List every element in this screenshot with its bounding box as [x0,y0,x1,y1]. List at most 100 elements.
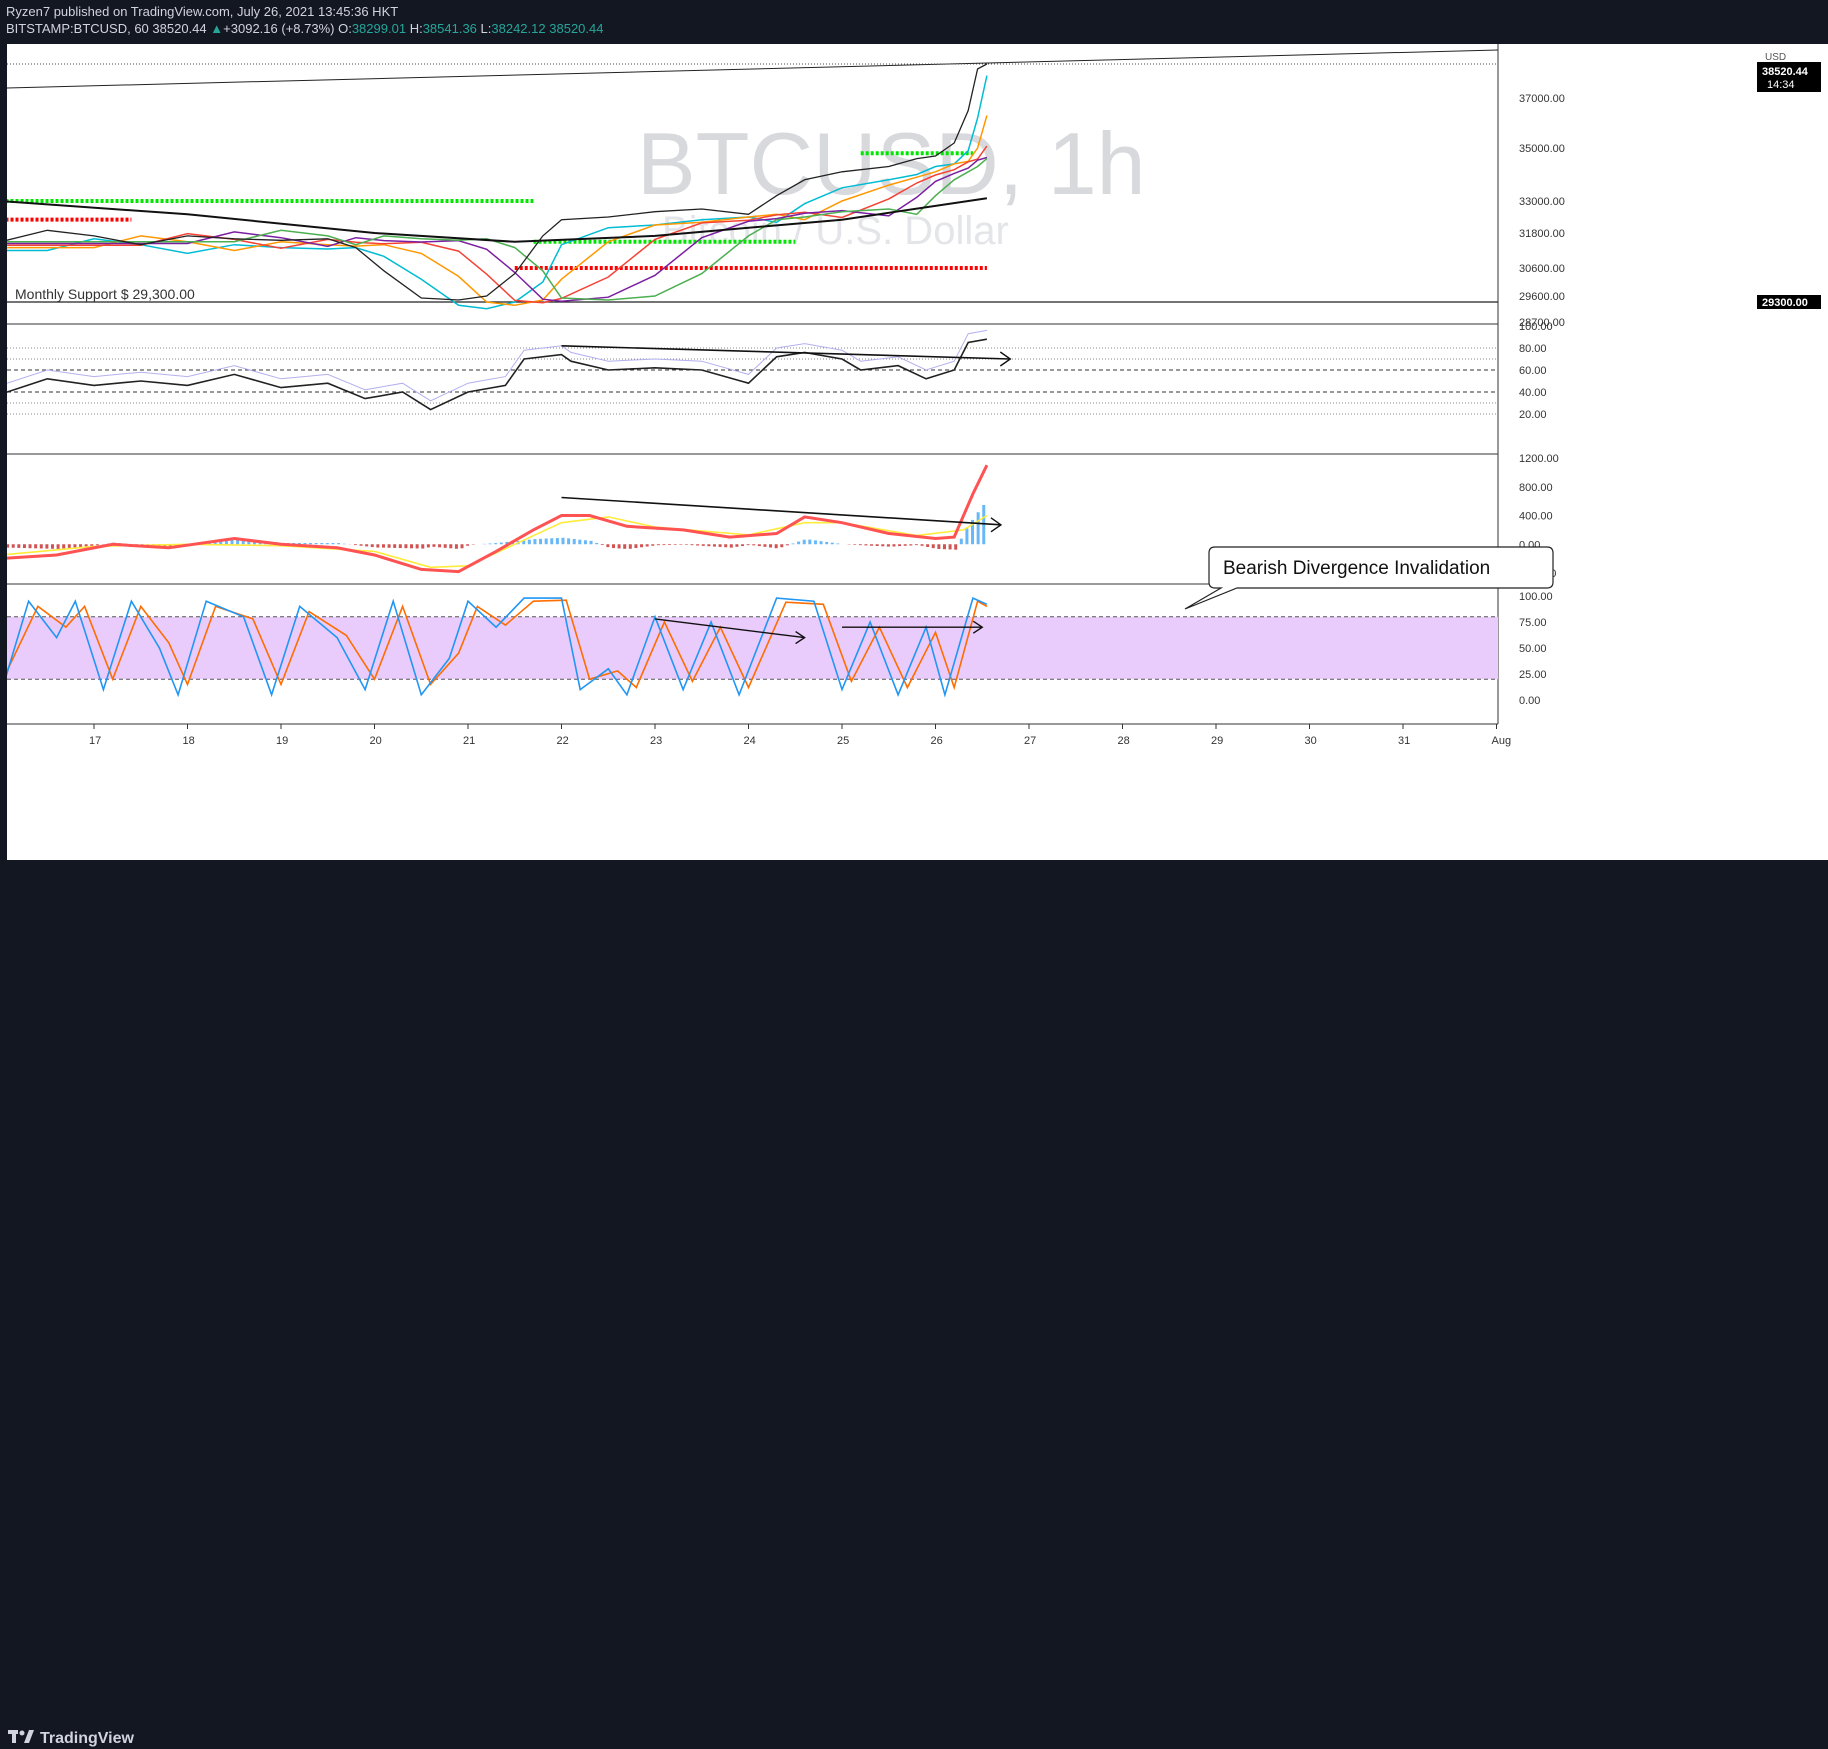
macd-histogram-bar [578,540,581,545]
symbol-label[interactable]: BITSTAMP:BTCUSD, 60 [6,21,149,36]
macd-histogram-bar [399,544,402,548]
macd-histogram-bar [432,544,435,547]
macd-histogram-bar [545,539,548,545]
y-tick-label: 0.00 [1519,695,1540,707]
macd-histogram-bar [618,544,621,548]
macd-histogram-bar [982,505,985,544]
macd-histogram-bar [724,544,727,547]
macd-histogram-bar [466,544,469,545]
macd-histogram-bar [713,544,716,546]
macd-histogram-bar [85,544,88,546]
rsi-secondary-line [7,330,987,400]
open-value: 38299.01 [352,21,406,36]
x-tick-label: 21 [463,735,475,747]
macd-histogram-bar [567,538,570,544]
macd-histogram-bar [719,544,722,547]
bar-countdown-label: 14:34 [1767,79,1795,91]
macd-histogram-bar [814,540,817,544]
x-tick-label: 30 [1305,735,1317,747]
macd-histogram-bar [932,544,935,548]
y-tick-label: 20.00 [1519,409,1547,421]
tradingview-brand[interactable]: TradingView [8,1728,134,1749]
y-tick-label: 29600.00 [1519,291,1565,303]
y-tick-label: 80.00 [1519,343,1547,355]
x-tick-label: 22 [557,735,569,747]
y-tick-label: 75.00 [1519,617,1547,629]
macd-histogram-bar [786,544,789,545]
x-tick-label: 20 [370,735,382,747]
macd-histogram-bar [416,544,419,548]
macd-histogram-bar [892,544,895,546]
support-price-tag: 29300.00 [1757,295,1821,309]
macd-histogram-bar [34,544,37,548]
last-price: 38520.44 [152,21,206,36]
x-tick-label: 19 [276,735,288,747]
x-tick-label: 29 [1211,735,1223,747]
macd-histogram-bar [965,528,968,544]
macd-histogram-bar [528,540,531,545]
x-tick-label: 18 [183,735,195,747]
y-tick-label: 33000.00 [1519,196,1565,208]
macd-histogram-bar [949,544,952,549]
x-tick-label: 28 [1118,735,1130,747]
y-tick-label: 31800.00 [1519,228,1565,240]
macd-histogram-bar [562,538,565,544]
macd-histogram-bar [337,543,340,544]
macd-histogram-bar [747,544,750,545]
chart-area[interactable]: BTCUSD, 1h Bitcoin / U.S. Dollar 37000.0… [7,44,1828,860]
macd-histogram-bar [954,544,957,549]
macd-histogram-bar [393,544,396,548]
macd-histogram-bar [590,541,593,544]
macd-histogram-bar [943,544,946,549]
high-value: 38541.36 [423,21,477,36]
author-name[interactable]: Ryzen7 [6,4,50,19]
macd-histogram-bar [730,544,733,547]
macd-histogram-bar [45,544,48,548]
long-trendline [7,50,1498,88]
macd-histogram-bar [410,544,413,548]
macd-histogram-bar [679,544,682,545]
support-price-label: 29300.00 [1762,297,1808,309]
macd-histogram-bar [73,544,76,547]
close-value: 38520.44 [549,21,603,36]
macd-histogram-bar [404,544,407,548]
macd-histogram-bar [831,543,834,545]
macd-histogram-bar [51,544,54,549]
last-price-tag: 38520.44 14:34 [1757,62,1821,92]
macd-histogram-bar [573,539,576,544]
macd-histogram-bar [444,544,447,548]
usd-label: USD [1765,52,1786,63]
x-tick-label: 27 [1024,735,1036,747]
macd-histogram-bar [977,512,980,544]
macd-histogram-bar [79,544,82,547]
macd-histogram-bar [29,544,32,548]
macd-histogram-bar [489,543,492,544]
macd-histogram-bar [606,544,609,547]
macd-histogram-bar [331,543,334,544]
y-tick-label: 60.00 [1519,365,1547,377]
macd-histogram-bar [662,544,665,545]
macd-histogram-bar [382,544,385,547]
y-tick-label: 25.00 [1519,669,1547,681]
chart-svg[interactable]: BTCUSD, 1h Bitcoin / U.S. Dollar 37000.0… [7,44,1828,860]
macd-histogram-bar [820,541,823,544]
y-tick-label: 100.00 [1519,321,1553,333]
macd-histogram-bar [584,540,587,544]
high-label: H: [410,21,423,36]
macd-histogram-bar [674,544,677,545]
macd-histogram-bar [17,544,20,548]
low-label: L: [481,21,492,36]
y-tick-label: 100.00 [1519,591,1553,603]
macd-histogram-bar [921,544,924,546]
macd-histogram-bar [421,544,424,548]
macd-histogram-bar [696,544,699,545]
macd-histogram-bar [12,544,15,548]
macd-histogram-bar [360,544,363,545]
macd-histogram-bar [7,544,9,547]
macd-histogram-bar [735,544,738,547]
macd-histogram-bar [909,544,912,545]
macd-histogram-bar [859,544,862,545]
macd-histogram-bar [62,544,65,548]
macd-histogram-bar [702,544,705,546]
tradingview-logo-icon [8,1728,34,1749]
